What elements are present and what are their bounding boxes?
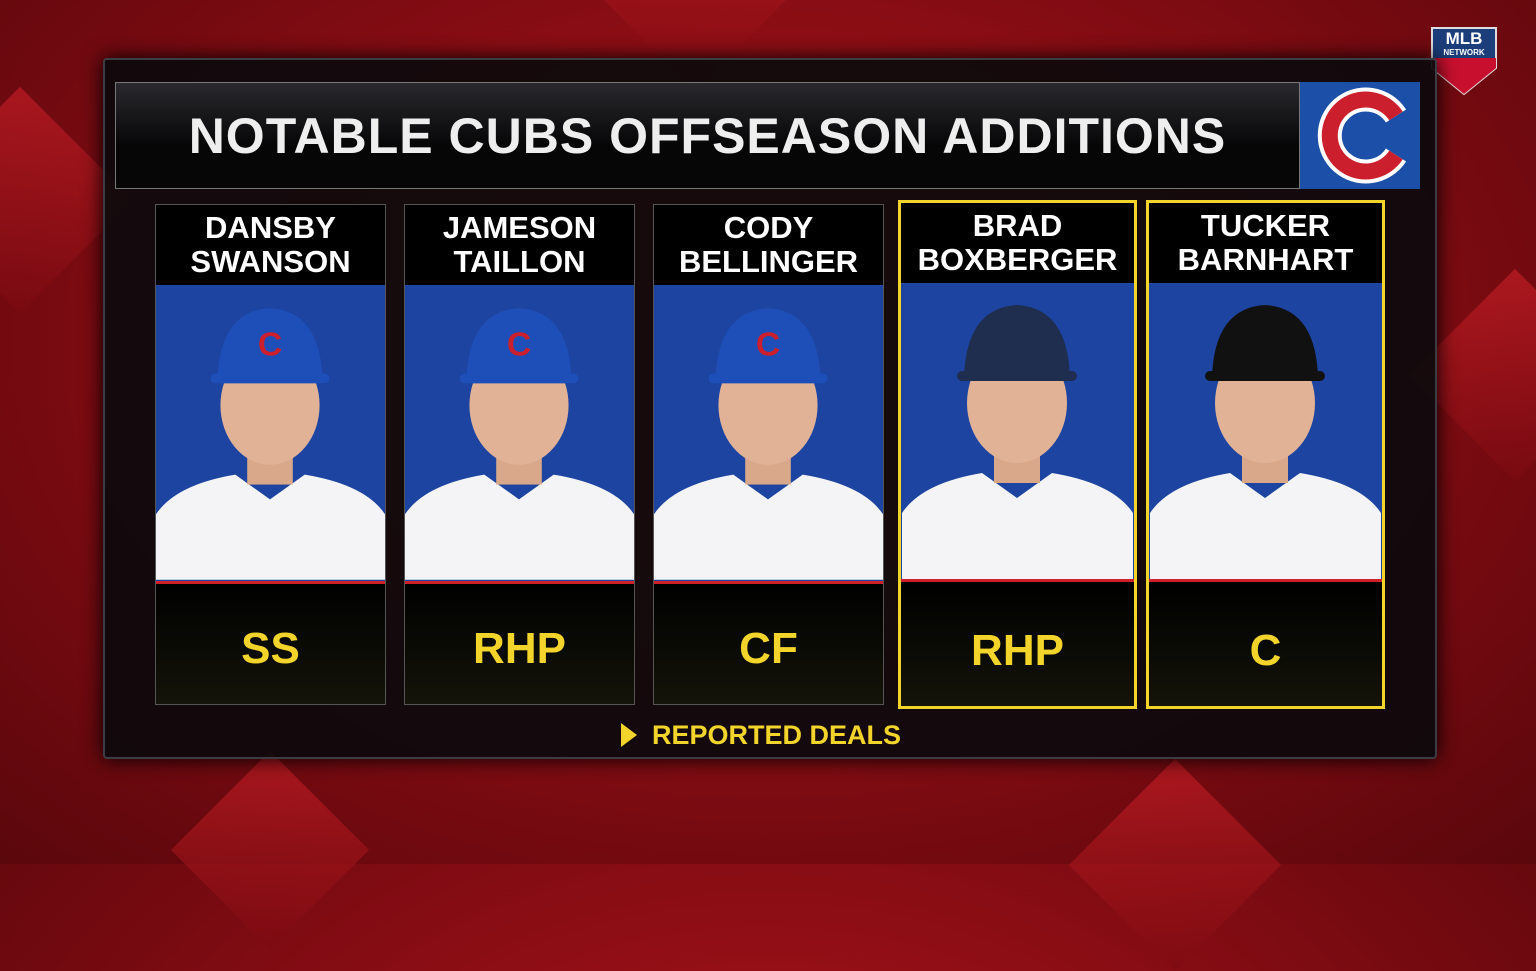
player-position: C xyxy=(1149,586,1382,706)
footer: REPORTED DEALS xyxy=(620,718,901,752)
headshot: C xyxy=(405,308,634,580)
headshot xyxy=(902,305,1133,579)
name-line: BOXBERGER xyxy=(917,242,1118,277)
player-card: TUCKER BARNHART C xyxy=(1146,200,1385,709)
player-name: CODY BELLINGER xyxy=(654,211,883,279)
cap-mark: C xyxy=(258,326,282,364)
title: NOTABLE CUBS OFFSEASON ADDITIONS xyxy=(188,108,1227,164)
footer-note: REPORTED DEALS xyxy=(652,719,902,750)
player-photo xyxy=(1149,283,1382,582)
cap xyxy=(466,308,572,381)
name-line: BARNHART xyxy=(1177,242,1354,277)
player-name: TUCKER BARNHART xyxy=(1149,209,1382,277)
cap xyxy=(1212,305,1318,378)
headshot: C xyxy=(654,308,883,580)
player-position: RHP xyxy=(405,584,634,704)
cap xyxy=(715,308,821,381)
background-shape xyxy=(1068,758,1282,971)
team-logo-mark xyxy=(1317,87,1407,184)
title-bar: NOTABLE CUBS OFFSEASON ADDITIONS xyxy=(115,82,1300,189)
headshot xyxy=(1150,305,1381,579)
player-photo: C xyxy=(405,285,634,584)
headshot: C xyxy=(156,308,385,580)
player-name: JAMESON TAILLON xyxy=(405,211,634,279)
name-line: CODY xyxy=(723,210,814,245)
logo-subtext: NETWORK xyxy=(1443,48,1485,57)
name-line: TAILLON xyxy=(453,244,586,279)
logo-band xyxy=(1432,58,1496,94)
player-card: JAMESON TAILLON C RHP xyxy=(404,204,635,705)
player-photo xyxy=(901,283,1134,582)
network-logo: MLB NETWORK xyxy=(1431,27,1497,96)
name-line: TUCKER xyxy=(1200,208,1331,243)
jersey xyxy=(405,474,634,580)
player-position: RHP xyxy=(901,586,1134,706)
jersey xyxy=(654,474,883,580)
logo-text: MLB xyxy=(1446,29,1483,48)
cap-brim xyxy=(210,373,330,384)
player-position: SS xyxy=(156,584,385,704)
cap-mark: C xyxy=(756,326,780,364)
cap-brim xyxy=(1205,371,1325,381)
name-line: DANSBY xyxy=(205,210,336,245)
player-card: DANSBY SWANSON C SS xyxy=(155,204,386,705)
cap-mark: C xyxy=(507,326,531,364)
jersey xyxy=(1150,473,1381,579)
name-line: JAMESON xyxy=(442,210,597,245)
cap-brim xyxy=(957,371,1077,381)
arrow xyxy=(621,723,637,747)
name-line: BELLINGER xyxy=(678,244,859,279)
cap-brim xyxy=(459,373,579,384)
cap xyxy=(964,305,1070,378)
player-photo: C xyxy=(156,285,385,584)
team-logo xyxy=(1300,82,1420,189)
player-card: CODY BELLINGER C CF xyxy=(653,204,884,705)
logo-c xyxy=(1321,91,1403,180)
cap xyxy=(217,308,323,381)
jersey xyxy=(902,473,1133,579)
player-card: BRAD BOXBERGER RHP xyxy=(898,200,1137,709)
footer-arrow xyxy=(621,723,637,747)
name-line: BRAD xyxy=(972,208,1063,243)
cap-brim xyxy=(708,373,828,384)
player-photo: C xyxy=(654,285,883,584)
player-name: BRAD BOXBERGER xyxy=(901,209,1134,277)
player-position: CF xyxy=(654,584,883,704)
background-shape xyxy=(171,751,369,949)
name-line: SWANSON xyxy=(190,244,351,279)
player-name: DANSBY SWANSON xyxy=(156,211,385,279)
jersey xyxy=(156,474,385,580)
